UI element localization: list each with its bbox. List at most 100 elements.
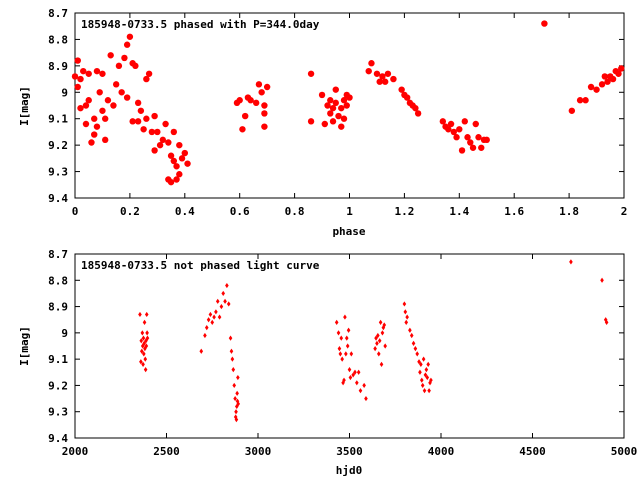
data-point bbox=[345, 343, 350, 349]
x-tick-label: 1.4 bbox=[449, 205, 469, 218]
data-point bbox=[402, 301, 407, 307]
data-point bbox=[338, 104, 345, 112]
data-point bbox=[373, 70, 381, 77]
data-point bbox=[141, 361, 145, 367]
data-point bbox=[261, 123, 268, 130]
data-point bbox=[145, 330, 149, 336]
data-point bbox=[615, 70, 622, 77]
data-point bbox=[261, 102, 268, 109]
data-point bbox=[236, 401, 241, 407]
data-point bbox=[453, 134, 460, 141]
data-point bbox=[159, 136, 167, 144]
data-point bbox=[375, 340, 379, 346]
data-point bbox=[420, 382, 425, 389]
x-tick-label: 0.8 bbox=[285, 205, 305, 218]
data-point bbox=[143, 75, 150, 83]
data-point bbox=[398, 86, 405, 93]
y-tick-label: 9.2 bbox=[48, 139, 68, 152]
x-tick-label: 2 bbox=[621, 205, 628, 218]
data-point bbox=[456, 126, 463, 133]
x-tick-label: 3000 bbox=[245, 445, 272, 458]
data-point bbox=[403, 309, 408, 315]
data-point bbox=[167, 152, 175, 159]
data-point bbox=[134, 118, 142, 125]
data-point bbox=[239, 126, 246, 133]
y-tick-label: 9.3 bbox=[48, 406, 68, 419]
data-point bbox=[143, 356, 148, 362]
data-point bbox=[332, 86, 339, 93]
data-point bbox=[212, 314, 216, 320]
data-point bbox=[422, 388, 427, 394]
y-axis-label: I[mag] bbox=[18, 326, 31, 366]
data-point bbox=[411, 340, 416, 346]
data-point bbox=[378, 319, 383, 325]
data-point bbox=[339, 335, 344, 341]
data-point bbox=[335, 112, 342, 120]
data-point bbox=[368, 60, 375, 67]
x-tick-label: 1.8 bbox=[559, 205, 579, 218]
data-point bbox=[390, 75, 397, 83]
data-point bbox=[593, 86, 600, 93]
data-point bbox=[104, 97, 112, 104]
unphased-light-curve-panel: 185948-0733.5 not phased light curve hjd… bbox=[18, 248, 637, 477]
data-point bbox=[173, 163, 180, 170]
data-point bbox=[208, 311, 213, 318]
data-point bbox=[379, 73, 386, 80]
data-point bbox=[121, 54, 128, 62]
data-point bbox=[247, 97, 254, 104]
data-point bbox=[403, 94, 411, 101]
data-point bbox=[445, 126, 452, 133]
data-point bbox=[413, 346, 418, 352]
data-point bbox=[82, 102, 90, 109]
data-point bbox=[340, 97, 348, 104]
data-point bbox=[423, 372, 428, 378]
data-point bbox=[235, 390, 239, 396]
chart-title: 185948-0733.5 not phased light curve bbox=[81, 259, 320, 272]
data-point bbox=[348, 374, 353, 381]
data-point bbox=[337, 346, 342, 352]
x-tick-label: 0.6 bbox=[230, 205, 250, 218]
data-point bbox=[234, 417, 239, 423]
data-point bbox=[425, 374, 430, 381]
data-point bbox=[142, 319, 147, 325]
data-point bbox=[145, 335, 150, 341]
data-point bbox=[358, 388, 363, 394]
data-point bbox=[382, 322, 387, 328]
data-point bbox=[464, 134, 471, 141]
data-point bbox=[408, 327, 412, 333]
data-point bbox=[327, 110, 334, 117]
data-point bbox=[112, 81, 120, 88]
data-point bbox=[404, 319, 409, 325]
x-tick-label: 2000 bbox=[62, 445, 89, 458]
data-point bbox=[601, 73, 608, 80]
data-point bbox=[340, 356, 344, 362]
data-point bbox=[347, 367, 352, 373]
x-axis-label: hjd0 bbox=[336, 464, 363, 477]
data-point bbox=[472, 120, 479, 128]
x-tick-label: 1 bbox=[346, 205, 353, 218]
data-point bbox=[381, 325, 386, 331]
y-tick-label: 9.2 bbox=[48, 379, 68, 392]
data-point bbox=[85, 97, 92, 104]
data-point bbox=[142, 351, 146, 357]
x-tick-label: 0.4 bbox=[175, 205, 195, 218]
data-point bbox=[376, 78, 383, 85]
data-point bbox=[344, 351, 348, 357]
tick-group: 0 0.2 0.4 0.6 0.8 1 1.2 1.4 1.6 1.8 2 8.7 8.8 8.9 9 9.1… bbox=[48, 7, 627, 218]
data-point bbox=[373, 346, 377, 352]
data-point bbox=[336, 330, 341, 336]
y-tick-label: 9.4 bbox=[48, 192, 68, 205]
data-point bbox=[165, 139, 172, 146]
chart-title: 185948-0733.5 phased with P=344.0day bbox=[81, 18, 320, 31]
data-point bbox=[101, 115, 109, 122]
data-point bbox=[137, 107, 145, 114]
data-point bbox=[148, 128, 156, 136]
data-point bbox=[214, 309, 218, 315]
data-point bbox=[210, 319, 215, 325]
data-point bbox=[143, 367, 148, 373]
data-point bbox=[261, 110, 268, 117]
data-point bbox=[356, 369, 361, 375]
data-point bbox=[88, 139, 95, 146]
data-point bbox=[421, 356, 426, 362]
data-point bbox=[184, 160, 191, 167]
